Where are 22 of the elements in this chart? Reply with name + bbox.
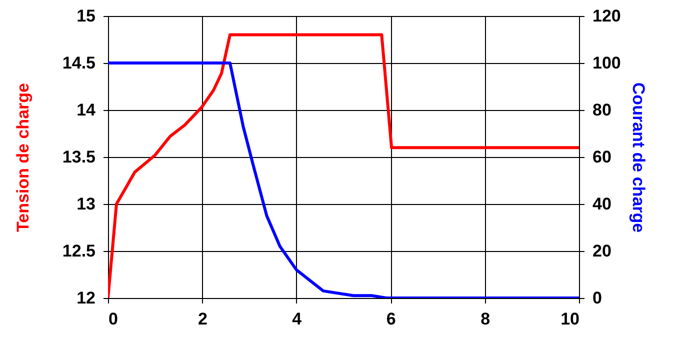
y-tick-label: 12.5 bbox=[62, 242, 96, 260]
y-axis-title: Tension de charge bbox=[13, 83, 32, 232]
y2-tick-label: 80 bbox=[592, 100, 612, 120]
y2-axis-title: Courant de charge bbox=[628, 82, 648, 233]
y-tick-label: 15 bbox=[76, 6, 96, 26]
y-tick-label: 13.5 bbox=[62, 148, 96, 166]
x-tick-label: 8 bbox=[480, 310, 490, 328]
y2-tick-label: 120 bbox=[592, 6, 621, 26]
y2-tick-label: 40 bbox=[592, 194, 612, 214]
y-tick-label: 14.5 bbox=[62, 54, 96, 72]
y-tick-label: 13 bbox=[76, 194, 96, 214]
y2-tick-label: 0 bbox=[592, 288, 602, 308]
y2-tick-label: 20 bbox=[592, 242, 612, 260]
x-tick-label: 10 bbox=[560, 310, 580, 328]
y2-tick-label: 100 bbox=[592, 54, 621, 72]
x-tick-label: 2 bbox=[198, 310, 208, 328]
x-tick-label: 4 bbox=[292, 310, 302, 328]
y2-tick-label: 60 bbox=[592, 148, 612, 166]
y-tick-label: 12 bbox=[76, 288, 96, 308]
y-tick-label: 14 bbox=[76, 100, 96, 120]
x-tick-label: 0 bbox=[108, 310, 118, 328]
x-tick-label: 6 bbox=[386, 310, 396, 328]
